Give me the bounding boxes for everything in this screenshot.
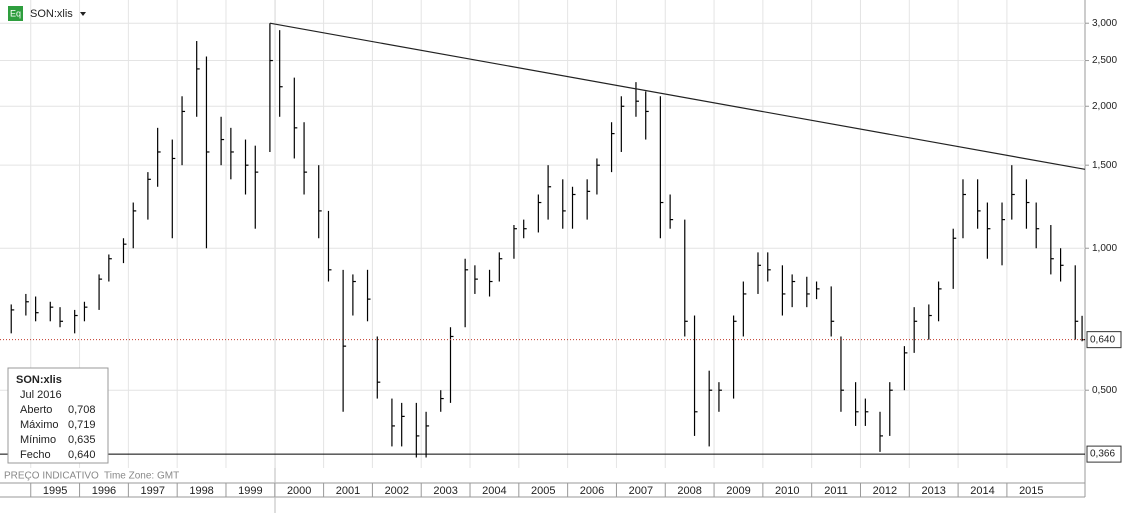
y-tick-label: 2,000 bbox=[1092, 101, 1117, 112]
footer: PREÇO INDICATIVO bbox=[4, 471, 99, 482]
tooltip-title: SON:xlis bbox=[16, 374, 62, 386]
x-tick-label: 2008 bbox=[677, 485, 701, 497]
price-label: 0,640 bbox=[1090, 334, 1115, 345]
tooltip-value: 0,640 bbox=[68, 449, 96, 461]
x-tick-label: 2000 bbox=[287, 485, 311, 497]
price-label: 0,366 bbox=[1090, 449, 1115, 460]
tooltip-label: Fecho bbox=[20, 449, 51, 461]
x-tick-label: 2004 bbox=[482, 485, 506, 497]
x-tick-label: 2001 bbox=[336, 485, 360, 497]
x-tick-label: 2003 bbox=[433, 485, 457, 497]
x-tick-label: 2009 bbox=[726, 485, 750, 497]
chart-title[interactable]: SON:xlis bbox=[30, 8, 73, 20]
tooltip-label: Mínimo bbox=[20, 434, 56, 446]
dropdown-arrow[interactable] bbox=[80, 12, 86, 16]
x-tick-label: 2012 bbox=[873, 485, 897, 497]
x-tick-label: 2007 bbox=[629, 485, 653, 497]
y-tick-label: 1,500 bbox=[1092, 160, 1117, 171]
tooltip-label: Aberto bbox=[20, 404, 52, 416]
timezone: Time Zone: GMT bbox=[104, 471, 179, 482]
x-tick-label: 1995 bbox=[43, 485, 67, 497]
x-tick-label: 1998 bbox=[189, 485, 213, 497]
trend-line bbox=[269, 22, 1086, 170]
tooltip: SON:xlis Jul 2016 Aberto 0,708 Máximo 0,719… bbox=[7, 367, 109, 464]
x-tick-label: 2013 bbox=[921, 485, 945, 497]
plot: 1995 1996 1997 1998 1999 2000 2001 2002 2003 2004… bbox=[0, 0, 1122, 497]
x-tick-label: 2015 bbox=[1019, 485, 1043, 497]
tooltip-value: 0,635 bbox=[68, 434, 96, 446]
tooltip-box bbox=[7, 367, 109, 464]
x-tick-label: 2006 bbox=[580, 485, 604, 497]
y-tick-label: 1,000 bbox=[1092, 243, 1117, 254]
x-tick-label: 1999 bbox=[238, 485, 262, 497]
tooltip-date: Jul 2016 bbox=[20, 389, 62, 401]
y-tick-label: 0,500 bbox=[1092, 385, 1117, 396]
x-tick-label: 2014 bbox=[970, 485, 994, 497]
x-tick-label: 2005 bbox=[531, 485, 555, 497]
y-tick-label: 3,000 bbox=[1092, 18, 1117, 29]
tooltip-value: 0,708 bbox=[68, 404, 96, 416]
tooltip-label: Máximo bbox=[20, 419, 59, 431]
price-label-box bbox=[1086, 331, 1122, 349]
x-tick-label: 2010 bbox=[775, 485, 799, 497]
x-tick-label: 2011 bbox=[824, 485, 848, 497]
x-tick-label: 2002 bbox=[385, 485, 409, 497]
icon-text: Eq bbox=[10, 8, 21, 18]
x-tick-label: 1997 bbox=[141, 485, 165, 497]
tooltip-value: 0,719 bbox=[68, 419, 96, 431]
tooltip-rows: Aberto 0,708 Máximo 0,719 Mínimo 0,635 Fecho 0,… bbox=[20, 404, 96, 461]
price-label-box bbox=[1086, 445, 1122, 463]
x-tick-label: 1996 bbox=[92, 485, 116, 497]
icon bbox=[8, 6, 23, 21]
y-tick-label: 2,500 bbox=[1092, 55, 1117, 66]
